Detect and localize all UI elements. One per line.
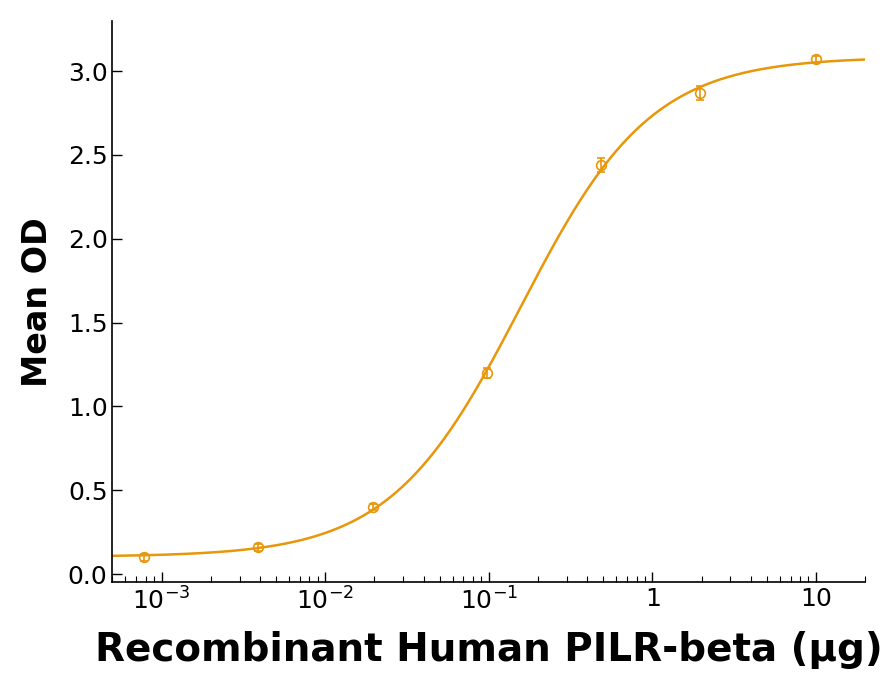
Y-axis label: Mean OD: Mean OD <box>21 217 54 386</box>
X-axis label: Recombinant Human PILR-beta (μg): Recombinant Human PILR-beta (μg) <box>95 631 882 669</box>
